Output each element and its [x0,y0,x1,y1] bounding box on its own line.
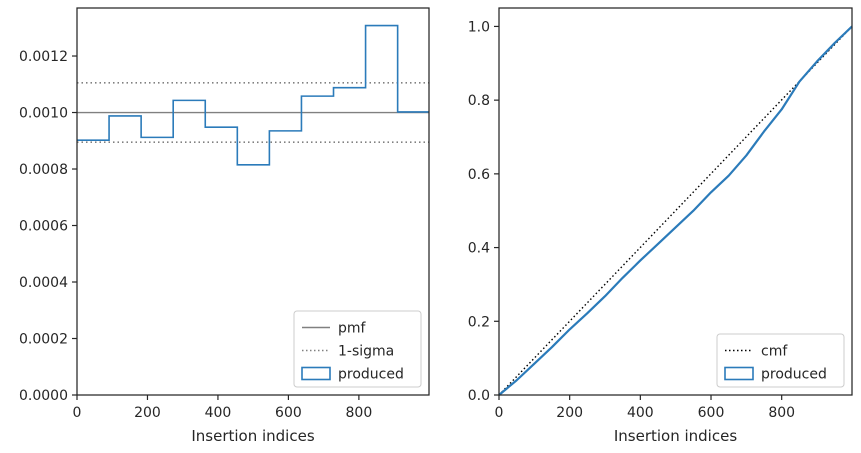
series-lines [498,25,853,396]
x-tick-label: 200 [556,405,583,421]
x-tick-label: 0 [73,405,82,421]
legend-label: produced [338,367,404,383]
y-tick-label: 0.8 [468,93,490,109]
legend-handle [301,366,331,381]
y-tick-label: 0.6 [468,167,490,183]
x-tick-label: 200 [134,405,161,421]
y-tick-label: 0.4 [468,241,490,257]
y-ticks: 0.0000 0.0002 0.0004 0.0006 0.0008 0.0010 0.00… [19,49,77,404]
y-tick-label: 0.0010 [19,106,68,122]
legend-label: 1-sigma [338,344,394,360]
x-tick-label: 600 [275,405,302,421]
axes-frame [76,7,430,396]
y-tick-label: 0.2 [468,314,490,330]
y-ticks: 0.0 0.2 0.4 0.6 0.8 1.0 [468,19,499,404]
x-tick-label: 0 [495,405,504,421]
cumulative-panel: 0.0 0.2 0.4 0.6 0.8 1.0 0 200 400 600 800 Inserti… [468,7,853,445]
x-axis-label: Insertion indices [191,427,314,445]
axes-frame [498,7,853,396]
y-tick-label: 0.0004 [19,275,68,291]
x-tick-label: 400 [627,405,654,421]
y-tick-label: 0.0002 [19,332,68,348]
cmf-line [498,25,853,396]
legend-label: pmf [338,321,367,337]
y-tick-label: 0.0 [468,388,490,404]
x-tick-label: 800 [346,405,373,421]
legend-label: cmf [761,344,788,360]
y-tick-label: 1.0 [468,19,490,35]
reference-lines [77,82,429,143]
x-ticks: 0 200 400 600 800 [73,395,373,421]
y-tick-label: 0.0000 [19,388,68,404]
x-axis-label: Insertion indices [614,427,737,445]
x-ticks: 0 200 400 600 800 [495,395,795,421]
y-tick-label: 0.0008 [19,162,68,178]
y-tick-label: 0.0012 [19,49,68,65]
x-tick-label: 600 [698,405,725,421]
x-tick-label: 400 [205,405,232,421]
x-tick-label: 800 [768,405,795,421]
y-tick-label: 0.0006 [19,219,68,235]
legend: pmf 1-sigma produced [293,310,422,388]
legend: cmf produced [716,333,845,388]
series-produced [77,24,429,166]
histogram-step-outline [77,24,429,166]
legend-label: produced [761,367,827,383]
legend-box [716,333,845,388]
legend-handle [724,366,754,381]
histogram-panel: 0.0000 0.0002 0.0004 0.0006 0.0008 0.0010 0.00… [19,7,430,445]
